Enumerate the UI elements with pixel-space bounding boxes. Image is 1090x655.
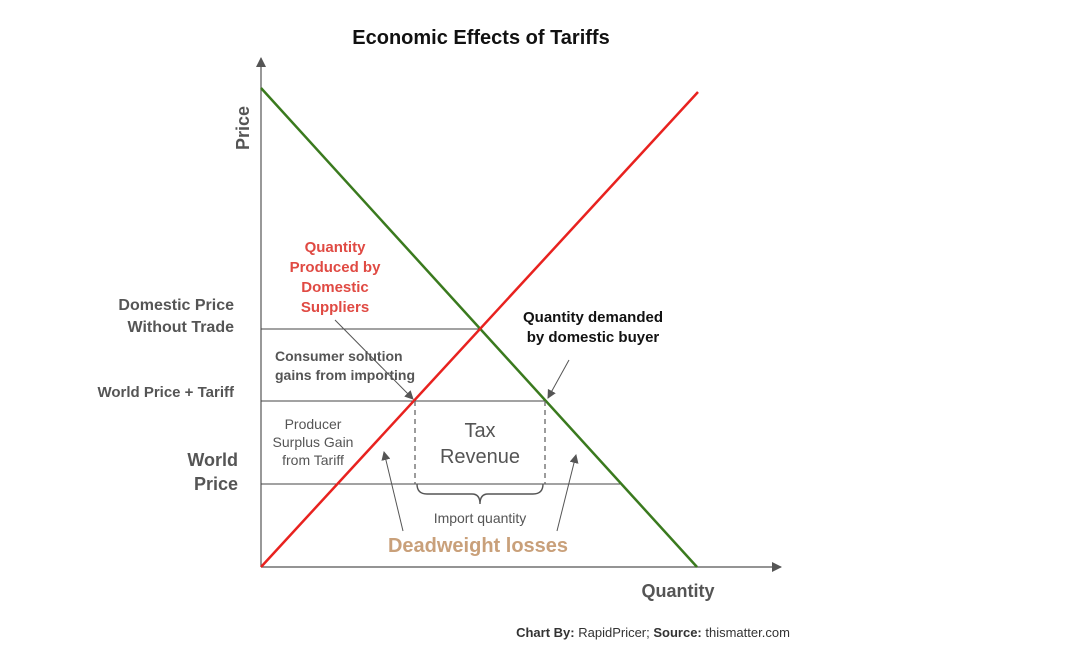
supply-curve bbox=[260, 91, 699, 568]
qty-demanded-line-2: by domestic buyer bbox=[527, 329, 660, 346]
consumer-gain-annotation: Consumer solution gains from importing bbox=[275, 348, 415, 383]
chart-title: Economic Effects of Tariffs bbox=[352, 27, 609, 49]
deadweight-arrow-right bbox=[556, 454, 579, 532]
x-axis-label: Quantity bbox=[641, 581, 714, 601]
y-axis-label: Price bbox=[233, 106, 253, 150]
deadweight-losses-label: Deadweight losses bbox=[388, 535, 568, 557]
import-quantity-brace bbox=[416, 483, 544, 505]
credit-chart-by-label: Chart By: bbox=[516, 625, 575, 640]
producer-gain-line-1: Producer bbox=[285, 416, 342, 432]
qty-produced-arrow bbox=[334, 319, 414, 400]
consumer-gain-line-1: Consumer solution bbox=[275, 348, 403, 364]
credit-source-label: Source: bbox=[653, 625, 701, 640]
tax-revenue-line-1: Tax bbox=[464, 420, 495, 442]
world-price-tariff-label: World Price + Tariff bbox=[97, 384, 235, 401]
world-price-label-1: World bbox=[187, 450, 238, 470]
deadweight-arrow-left bbox=[381, 451, 404, 532]
qty-demanded-arrow bbox=[547, 359, 570, 399]
tax-revenue-annotation: Tax Revenue bbox=[440, 420, 520, 468]
qty-produced-line-1: Quantity bbox=[305, 239, 366, 256]
qty-produced-line-2: Produced by bbox=[290, 259, 382, 276]
domestic-price-label-1: Domestic Price bbox=[118, 297, 234, 314]
world-price-label-2: Price bbox=[194, 474, 238, 494]
domestic-price-label-2: Without Trade bbox=[127, 319, 234, 336]
consumer-gain-line-2: gains from importing bbox=[275, 367, 415, 383]
credit-source-value: thismatter.com bbox=[702, 625, 790, 640]
tax-revenue-line-2: Revenue bbox=[440, 446, 520, 468]
producer-gain-line-3: from Tariff bbox=[282, 452, 344, 468]
import-quantity-label: Import quantity bbox=[434, 510, 527, 526]
qty-demanded-annotation: Quantity demanded by domestic buyer bbox=[523, 309, 663, 346]
demand-curve bbox=[260, 87, 698, 568]
qty-demanded-line-1: Quantity demanded bbox=[523, 309, 663, 326]
qty-produced-annotation: Quantity Produced by Domestic Suppliers bbox=[290, 239, 382, 316]
qty-produced-line-4: Suppliers bbox=[301, 299, 369, 316]
producer-gain-annotation: Producer Surplus Gain from Tariff bbox=[273, 416, 354, 468]
credit-chart-by-value: RapidPricer; bbox=[575, 625, 654, 640]
chart-credit: Chart By: RapidPricer; Source: thismatte… bbox=[516, 625, 790, 640]
producer-gain-line-2: Surplus Gain bbox=[273, 434, 354, 450]
qty-produced-line-3: Domestic bbox=[301, 279, 369, 296]
